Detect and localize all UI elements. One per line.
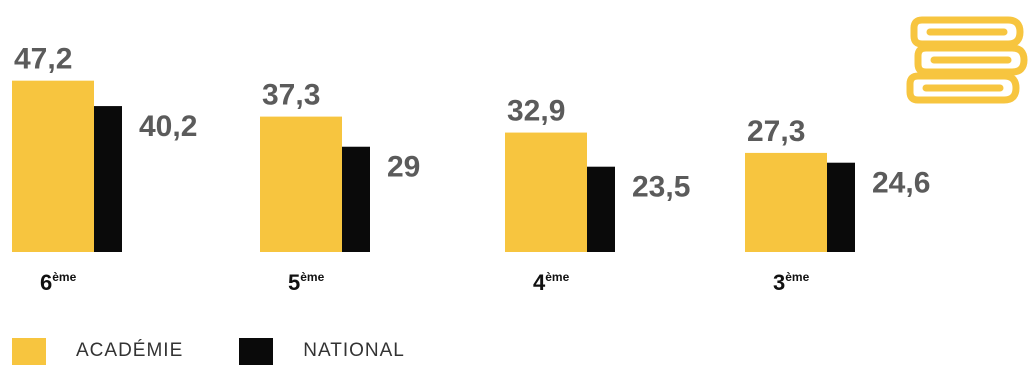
value-label-national-3: 24,6 bbox=[872, 167, 930, 200]
legend-label-national: NATIONAL bbox=[303, 340, 405, 361]
bar-academie-5 bbox=[260, 116, 342, 252]
legend-item-academie: ACADÉMIE bbox=[12, 337, 184, 365]
value-label-academie-4: 32,9 bbox=[507, 95, 565, 128]
value-label-academie-5: 37,3 bbox=[262, 79, 320, 112]
bar-academie-3 bbox=[745, 152, 827, 252]
legend-swatch-national bbox=[239, 337, 274, 365]
bar-chart: 47,2 40,2 37,3 29 32,9 23,5 27,3 24,6 6ème 5ème 4… bbox=[12, 43, 930, 295]
category-label-3: 3ème bbox=[773, 270, 810, 295]
bar-academie-4 bbox=[505, 132, 587, 252]
category-label-4: 4ème bbox=[533, 270, 570, 295]
legend: ACADÉMIE NATIONAL bbox=[12, 337, 461, 365]
legend-label-academie: ACADÉMIE bbox=[76, 340, 184, 361]
value-labels-layer: 47,2 40,2 37,3 29 32,9 23,5 27,3 24,6 bbox=[14, 43, 930, 204]
value-label-national-6: 40,2 bbox=[139, 110, 197, 143]
value-label-academie-6: 47,2 bbox=[14, 43, 72, 76]
bar-national-5 bbox=[342, 146, 370, 252]
bar-national-6 bbox=[94, 106, 122, 252]
legend-swatch-academie bbox=[12, 337, 46, 365]
category-label-5: 5ème bbox=[288, 270, 325, 295]
bar-national-4 bbox=[587, 166, 615, 252]
bars-layer bbox=[12, 80, 855, 252]
category-labels-layer: 6ème 5ème 4ème 3ème bbox=[40, 270, 810, 295]
value-label-national-4: 23,5 bbox=[632, 171, 690, 204]
category-label-6: 6ème bbox=[40, 270, 77, 295]
value-label-national-5: 29 bbox=[387, 151, 420, 184]
legend-item-national: NATIONAL bbox=[239, 337, 405, 365]
books-stack-icon bbox=[906, 16, 1028, 104]
bar-national-3 bbox=[827, 162, 855, 252]
bar-academie-6 bbox=[12, 80, 94, 252]
value-label-academie-3: 27,3 bbox=[747, 115, 805, 148]
